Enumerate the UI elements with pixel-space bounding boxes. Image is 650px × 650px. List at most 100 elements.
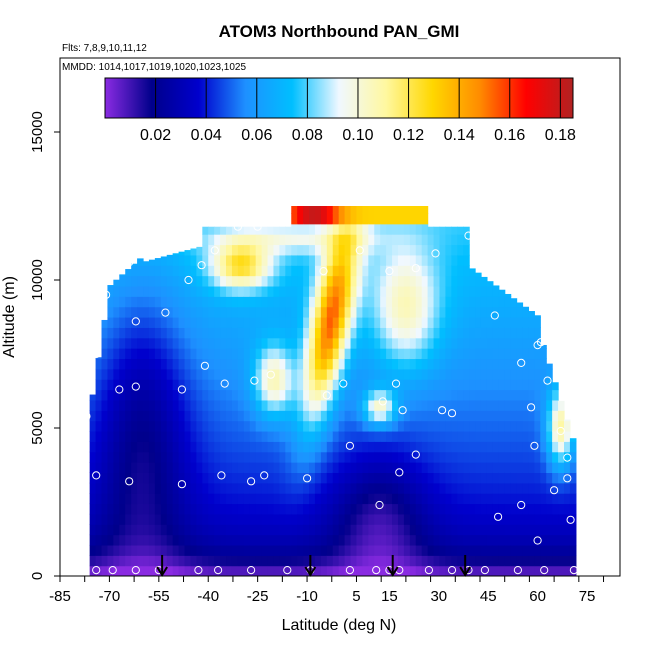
heatmap-cell: [279, 317, 286, 328]
heatmap-cell: [528, 317, 535, 328]
heatmap-cell: [480, 430, 488, 442]
heatmap-cell: [463, 358, 470, 370]
heatmap-cell: [208, 410, 215, 422]
heatmap-cell: [107, 327, 114, 339]
heatmap-cell: [534, 430, 541, 442]
heatmap-cell: [214, 513, 221, 525]
heatmap-cell: [350, 399, 358, 411]
heatmap-cell: [178, 420, 186, 432]
heatmap-cell: [314, 451, 322, 463]
heatmap-cell: [463, 389, 470, 401]
heatmap-cell: [208, 441, 215, 453]
sample-point: [438, 406, 447, 415]
heatmap-cell: [196, 358, 203, 370]
heatmap-cell: [403, 265, 411, 277]
heatmap-cell: [226, 534, 233, 546]
heatmap-cell: [273, 296, 280, 308]
heatmap-cell: [326, 206, 334, 214]
heatmap-cell: [297, 462, 304, 473]
heatmap-cell: [486, 368, 494, 380]
heatmap-cell: [255, 317, 263, 328]
heatmap-cell: [196, 472, 203, 484]
heatmap-cell: [552, 482, 559, 494]
heatmap-cell: [492, 503, 500, 515]
heatmap-cell: [303, 420, 310, 432]
heatmap-cell: [350, 462, 358, 473]
heatmap-cell: [445, 544, 452, 556]
heatmap-cell: [255, 244, 263, 256]
heatmap-cell: [119, 482, 126, 494]
heatmap-cell: [279, 420, 286, 432]
heatmap-cell: [320, 420, 328, 432]
heatmap-cell: [552, 399, 559, 411]
heatmap-cell: [486, 472, 494, 484]
heatmap-cell: [392, 524, 399, 536]
heatmap-cell: [534, 368, 541, 380]
heatmap-cell: [427, 285, 435, 297]
heatmap-cell: [374, 524, 381, 536]
heatmap-cell: [457, 565, 464, 576]
heatmap-cell: [409, 348, 417, 360]
heatmap-cell: [386, 296, 393, 308]
heatmap-cell: [285, 275, 292, 287]
heatmap-cell: [368, 441, 375, 453]
heatmap-cell: [226, 348, 233, 360]
heatmap-cell: [309, 358, 316, 370]
heatmap-cell: [397, 389, 405, 401]
heatmap-cell: [279, 399, 286, 411]
heatmap-cell: [309, 399, 316, 411]
heatmap-cell: [397, 472, 405, 484]
heatmap-cell: [397, 327, 405, 339]
heatmap-cell: [362, 389, 369, 401]
heatmap-cell: [89, 544, 97, 556]
heatmap-cell: [350, 327, 358, 339]
heatmap-cell: [285, 265, 292, 277]
heatmap-cell: [522, 306, 530, 318]
heatmap-cell: [231, 285, 239, 297]
heatmap-cell: [113, 482, 120, 494]
heatmap-cell: [119, 430, 126, 442]
heatmap-cell: [564, 544, 571, 556]
heatmap-cell: [255, 555, 263, 567]
heatmap-cell: [480, 420, 488, 432]
heatmap-cell: [231, 379, 239, 391]
heatmap-cell: [564, 430, 571, 442]
heatmap-cell: [291, 420, 298, 432]
heatmap-cell: [528, 493, 535, 505]
heatmap-cell: [445, 379, 452, 391]
heatmap-cell: [190, 482, 197, 494]
heatmap-cell: [374, 544, 381, 556]
heatmap-cell: [154, 358, 162, 370]
heatmap-cell: [522, 441, 530, 453]
heatmap-cell: [552, 462, 559, 473]
heatmap-cell: [397, 244, 405, 256]
heatmap-cell: [492, 368, 500, 380]
heatmap-cell: [89, 472, 97, 484]
heatmap-cell: [421, 472, 429, 484]
heatmap-cell: [172, 285, 180, 297]
heatmap-cell: [433, 430, 441, 442]
heatmap-cell: [498, 441, 506, 453]
heatmap-cell: [131, 472, 138, 484]
heatmap-cell: [475, 368, 482, 380]
heatmap-cell: [107, 513, 114, 525]
heatmap-cell: [214, 265, 221, 277]
heatmap-cell: [504, 368, 512, 380]
heatmap-cell: [504, 306, 512, 318]
heatmap-cell: [540, 379, 547, 391]
colorbar-tick-label: 0.06: [241, 127, 272, 144]
heatmap-cell: [309, 555, 316, 567]
heatmap-cell: [338, 265, 346, 277]
heatmap-cell: [528, 513, 535, 525]
heatmap-cell: [237, 472, 245, 484]
heatmap-cell: [386, 389, 393, 401]
heatmap-cell: [196, 296, 203, 308]
heatmap-cell: [279, 544, 286, 556]
heatmap-cell: [516, 565, 524, 576]
heatmap-cell: [261, 482, 269, 494]
heatmap-cell: [552, 430, 559, 442]
heatmap-cell: [309, 420, 316, 432]
heatmap-cell: [249, 306, 257, 318]
heatmap-cell: [445, 265, 452, 277]
heatmap-cell: [220, 451, 227, 463]
